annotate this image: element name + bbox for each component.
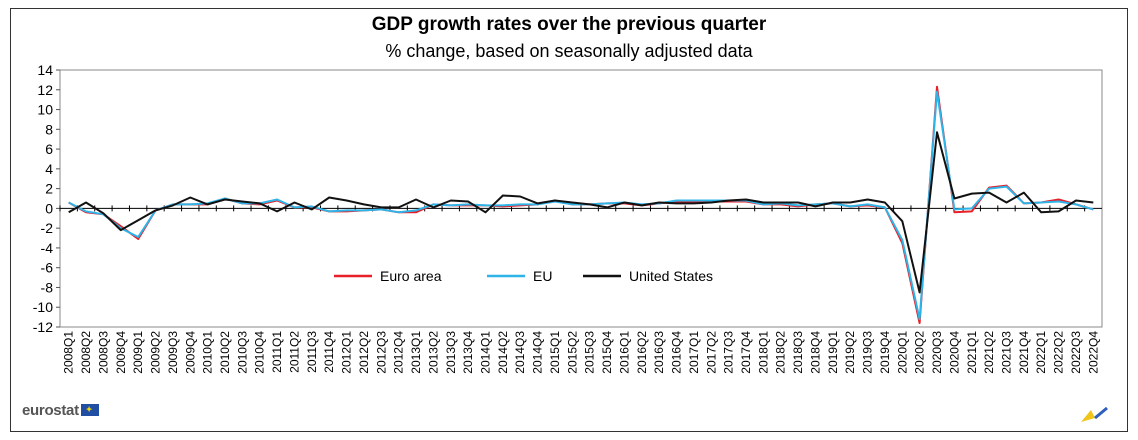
x-tick-label: 2014Q2 [496,331,510,374]
x-tick-label: 2021Q4 [1017,331,1031,374]
x-tick-label: 2008Q1 [62,331,76,374]
series-line-eu [68,90,1094,321]
y-tick-label: 10 [37,102,53,118]
y-tick-label: -12 [33,319,53,335]
x-tick-label: 2020Q3 [930,331,944,374]
chart-subtitle: % change, based on seasonally adjusted d… [385,41,753,61]
x-tick-label: 2009Q2 [149,331,163,374]
x-tick-label: 2009Q3 [166,331,180,374]
x-tick-label: 2020Q2 [913,331,927,374]
x-tick-label: 2014Q3 [513,331,527,374]
y-tick-label: -4 [41,240,54,256]
x-tick-label: 2013Q2 [426,331,440,374]
x-tick-label: 2018Q1 [756,331,770,374]
legend-label: Euro area [380,268,442,284]
x-tick-label: 2012Q2 [357,331,371,374]
legend-label: United States [629,268,713,284]
x-tick-label: 2018Q2 [774,331,788,374]
x-tick-label: 2017Q2 [704,331,718,374]
x-tick-label: 2020Q1 [895,331,909,374]
x-tick-label: 2009Q1 [131,331,145,374]
chart-title: GDP growth rates over the previous quart… [371,14,767,35]
x-tick-label: 2009Q4 [183,331,197,374]
x-tick-label: 2011Q1 [270,331,284,373]
y-tick-label: 2 [45,181,53,197]
x-tick-label: 2019Q2 [843,331,857,374]
x-tick-label: 2011Q4 [322,331,336,373]
x-tick-label: 2017Q3 [722,331,736,374]
x-tick-label: 2012Q3 [374,331,388,374]
x-tick-label: 2015Q2 [565,331,579,374]
y-tick-label: 6 [45,141,53,157]
eurostat-logo: eurostat [22,402,99,419]
y-tick-label: -10 [33,299,53,315]
y-tick-label: -2 [41,220,54,236]
x-tick-label: 2018Q3 [791,331,805,374]
x-tick-label: 2010Q3 [235,331,249,374]
x-tick-label: 2013Q1 [409,331,423,374]
x-tick-label: 2008Q2 [79,331,93,374]
x-tick-label: 2013Q3 [444,331,458,374]
x-tick-label: 2014Q4 [531,331,545,374]
x-tick-label: 2008Q4 [114,331,128,374]
x-tick-label: 2012Q4 [392,331,406,374]
x-tick-label: 2018Q4 [808,331,822,374]
x-tick-label: 2011Q3 [305,331,319,373]
x-tick-label: 2022Q1 [1034,331,1048,374]
x-tick-label: 2013Q4 [461,331,475,374]
x-tick-label: 2022Q4 [1086,331,1100,374]
x-tick-label: 2021Q1 [965,331,979,374]
y-tick-label: -8 [41,279,54,295]
x-tick-label: 2019Q4 [878,331,892,374]
x-tick-label: 2010Q2 [218,331,232,374]
eurostat-brand-icon [1081,406,1108,422]
x-tick-label: 2014Q1 [478,331,492,374]
x-tick-label: 2019Q1 [826,331,840,374]
y-tick-label: 4 [45,161,53,177]
x-tick-label: 2015Q3 [583,331,597,374]
legend-label: EU [533,268,552,284]
x-tick-label: 2016Q2 [635,331,649,374]
x-tick-label: 2019Q3 [861,331,875,374]
y-tick-label: 14 [37,62,53,78]
y-tick-label: 8 [45,121,53,137]
x-tick-label: 2015Q4 [600,331,614,374]
x-tick-label: 2016Q3 [652,331,666,374]
y-tick-label: -6 [41,260,54,276]
x-tick-label: 2016Q4 [670,331,684,374]
x-tick-label: 2021Q3 [999,331,1013,374]
x-tick-label: 2010Q1 [201,331,215,374]
x-tick-label: 2020Q4 [947,331,961,374]
x-tick-label: 2017Q1 [687,331,701,374]
x-tick-label: 2015Q1 [548,331,562,374]
eurostat-logo-text: eurostat [22,402,79,419]
x-tick-label: 2016Q1 [617,331,631,374]
plot-area [59,69,1103,328]
y-tick-label: 0 [45,200,53,216]
eu-flag-icon [80,404,99,416]
x-tick-label: 2022Q2 [1052,331,1066,374]
chart-frame [10,8,1128,432]
x-tick-label: 2017Q4 [739,331,753,374]
series-line-united-states [68,131,1094,294]
x-tick-label: 2008Q3 [96,331,110,374]
y-tick-label: 12 [37,82,53,98]
x-tick-label: 2022Q3 [1069,331,1083,374]
x-tick-label: 2010Q4 [253,331,267,374]
x-tick-label: 2021Q2 [982,331,996,374]
x-tick-label: 2011Q2 [287,331,301,373]
x-tick-label: 2012Q1 [340,331,354,374]
